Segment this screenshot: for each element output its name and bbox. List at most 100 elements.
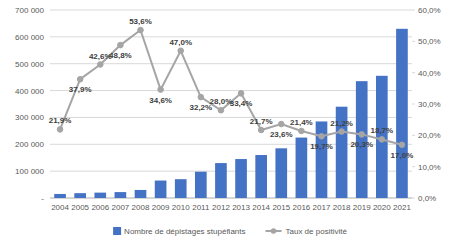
grid-line — [50, 10, 412, 11]
y-tick-label: 600 000 — [15, 33, 44, 42]
marker — [77, 76, 83, 82]
data-label: 53,6% — [129, 17, 152, 26]
x-tick-label: 2014 — [252, 203, 270, 212]
marker — [218, 107, 224, 113]
x-tick-label: 2011 — [192, 203, 210, 212]
legend: Nombre de dépistages stupéfiants Taux de … — [113, 227, 347, 236]
y2-tick-label: 10,0% — [418, 163, 441, 172]
x-tick-label: 2009 — [152, 203, 170, 212]
bar — [135, 190, 147, 198]
x-tick-label: 2017 — [313, 203, 331, 212]
bar — [115, 192, 127, 198]
marker — [138, 27, 144, 33]
data-label: 34,6% — [149, 96, 172, 105]
data-label: 48,8% — [109, 51, 132, 60]
data-label: 21,4% — [290, 118, 313, 127]
y-tick-label: 400 000 — [15, 87, 44, 96]
bar — [376, 76, 388, 198]
data-label: 21,2% — [330, 119, 353, 128]
x-tick-label: 2016 — [292, 203, 310, 212]
x-tick-label: 2010 — [172, 203, 190, 212]
y-tick-label: 100 000 — [15, 167, 44, 176]
bar — [155, 181, 167, 198]
data-label: 18,7% — [370, 126, 393, 135]
legend-marker — [271, 228, 277, 234]
marker — [57, 127, 63, 133]
marker — [238, 91, 244, 97]
legend-item: Taux de positivité — [266, 227, 348, 236]
x-tick-label: 2008 — [132, 203, 150, 212]
marker — [339, 129, 345, 135]
legend-label: Taux de positivité — [286, 227, 348, 236]
bar — [54, 194, 66, 198]
y2-tick — [412, 104, 415, 105]
y2-tick — [412, 41, 415, 42]
y2-tick — [412, 166, 415, 167]
marker — [97, 62, 103, 68]
y-tick-label: 700 000 — [15, 6, 44, 15]
marker — [319, 133, 325, 139]
legend-swatch — [113, 227, 121, 235]
y2-tick-label: 60,0% — [418, 6, 441, 15]
data-labels: 21,9%37,9%42,6%48,8%53,6%34,6%47,0%32,2%… — [49, 17, 414, 160]
y2-tick-label: 40,0% — [418, 69, 441, 78]
data-label: 37,9% — [69, 85, 92, 94]
y-tick-label: - — [41, 194, 44, 203]
y2-tick-label: 0,0% — [418, 194, 436, 203]
marker — [258, 127, 264, 133]
bar — [215, 163, 227, 198]
grid-line — [50, 63, 412, 64]
x-tick-label: 2021 — [393, 203, 411, 212]
y-tick-label: 200 000 — [15, 140, 44, 149]
marker — [158, 87, 164, 93]
bar — [235, 159, 247, 198]
x-tick-label: 2015 — [272, 203, 290, 212]
x-tick-label: 2004 — [51, 203, 69, 212]
data-label: 19,7% — [310, 142, 333, 151]
data-label: 23,6% — [270, 130, 293, 139]
marker — [399, 142, 405, 148]
chart: - 100 000 200 000 300 000 400 000 500 000 600 … — [0, 0, 460, 244]
x-tick-label: 2005 — [71, 203, 89, 212]
bar — [175, 179, 187, 198]
marker — [359, 132, 365, 138]
bar — [275, 148, 287, 198]
y2-tick — [412, 135, 415, 136]
y2-tick-label: 50,0% — [418, 37, 441, 46]
data-label: 21,9% — [49, 116, 72, 125]
marker — [198, 94, 204, 100]
legend-label: Nombre de dépistages stupéfiants — [124, 227, 245, 236]
data-label: 20,3% — [350, 140, 373, 149]
x-tick-label: 2019 — [353, 203, 371, 212]
bar — [74, 193, 86, 198]
line — [60, 30, 402, 145]
bar — [94, 193, 106, 198]
bar — [316, 121, 328, 198]
legend-item: Nombre de dépistages stupéfiants — [113, 227, 245, 236]
x-tick-label: 2020 — [373, 203, 391, 212]
x-tick-label: 2006 — [91, 203, 109, 212]
grid-line — [50, 36, 412, 37]
y2-tick-label: 20,0% — [418, 131, 441, 140]
marker — [379, 137, 385, 143]
y2-tick-label: 30,0% — [418, 100, 441, 109]
y-tick-label: 300 000 — [15, 113, 44, 122]
bar — [296, 138, 308, 198]
marker — [118, 42, 124, 48]
bar — [255, 155, 267, 198]
marker — [178, 48, 184, 54]
bar — [396, 29, 408, 198]
y-tick-label: 500 000 — [15, 60, 44, 69]
x-tick-label: 2018 — [333, 203, 351, 212]
marker — [299, 128, 305, 134]
y2-tick — [412, 198, 415, 199]
bar — [195, 172, 207, 198]
data-label: 33,4% — [230, 99, 253, 108]
x-tick-label: 2007 — [111, 203, 129, 212]
marker — [278, 121, 284, 127]
marks — [54, 27, 408, 198]
x-tick-label: 2012 — [212, 203, 230, 212]
data-label: 17,0% — [391, 151, 414, 160]
data-label: 47,0% — [169, 38, 192, 47]
x-tick-label: 2013 — [232, 203, 250, 212]
